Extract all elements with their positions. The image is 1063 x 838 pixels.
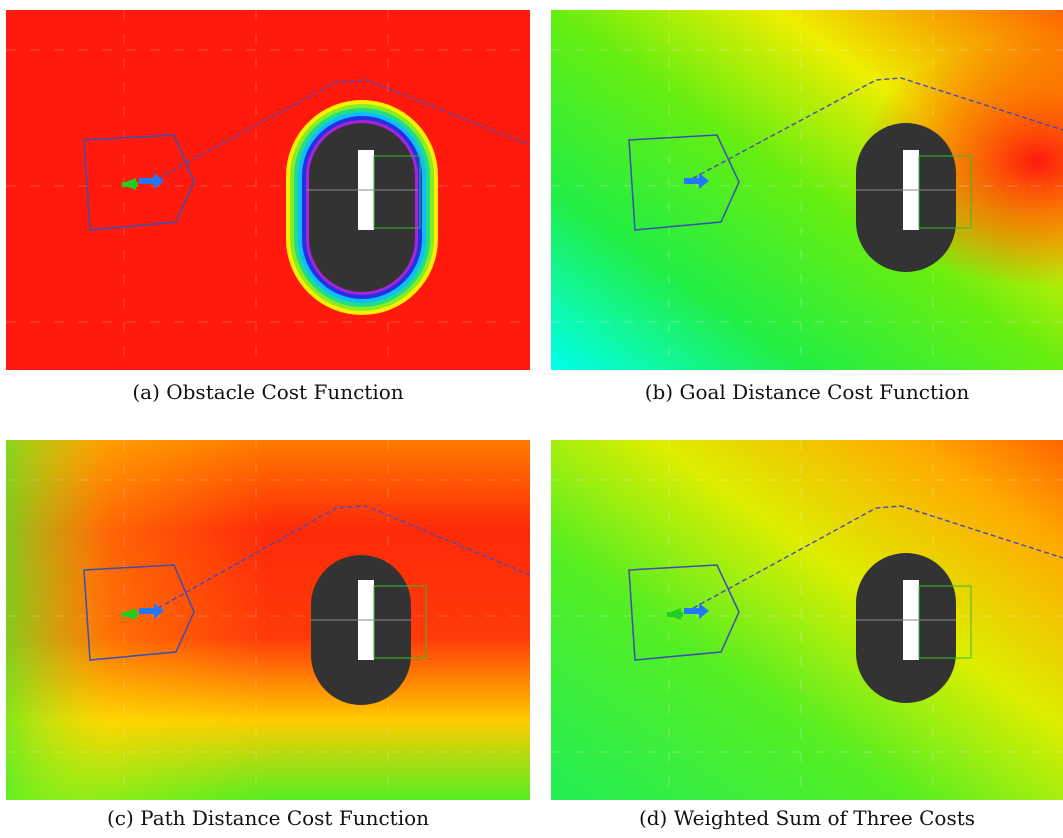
obstacle-cost-map (6, 10, 530, 370)
panel-caption: (c) Path Distance Cost Function (106, 806, 430, 830)
panel-caption: (d) Weighted Sum of Three Costs (638, 806, 976, 830)
goal-distance-cost-map (551, 10, 1063, 370)
panel-caption: (a) Obstacle Cost Function (132, 380, 404, 404)
panel-caption: (b) Goal Distance Cost Function (644, 380, 970, 404)
path-distance-cost-map (6, 440, 530, 800)
weighted-sum-cost-map (551, 440, 1063, 800)
